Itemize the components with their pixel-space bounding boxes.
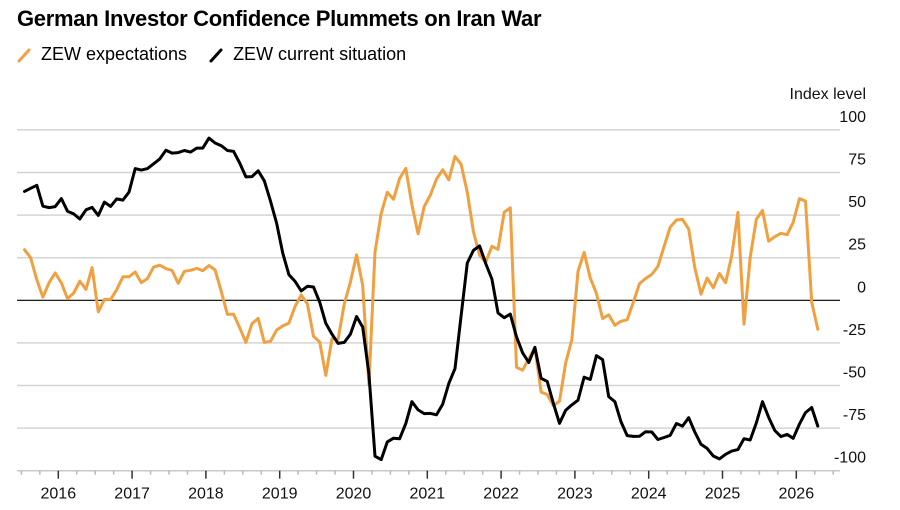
x-tick-label: 2018 — [188, 486, 224, 503]
legend-item-expectations: ZEW expectations — [17, 44, 187, 65]
x-tick-label: 2016 — [41, 486, 77, 503]
y-tick-label: -100 — [834, 450, 866, 467]
x-tick-label: 2021 — [410, 486, 446, 503]
x-tick-label: 2024 — [631, 486, 667, 503]
y-tick-label: -25 — [843, 322, 866, 339]
x-tick-label: 2022 — [483, 486, 519, 503]
y-tick-label: 0 — [857, 279, 866, 296]
y-tick-label: 75 — [848, 152, 866, 169]
x-tick-label: 2017 — [114, 486, 150, 503]
legend-label: ZEW current situation — [233, 44, 407, 64]
y-tick-label: 25 — [848, 237, 866, 254]
x-tick-label: 2023 — [557, 486, 593, 503]
x-tick-label: 2019 — [262, 486, 298, 503]
y-tick-label: -50 — [843, 365, 866, 382]
legend: ZEW expectations ZEW current situation — [17, 44, 428, 65]
chart-title: German Investor Confidence Plummets on I… — [17, 6, 542, 31]
black-line-swatch-icon — [209, 48, 223, 62]
orange-line-swatch-icon — [17, 48, 31, 62]
y-axis-label: Index level — [790, 86, 867, 103]
y-tick-label: -75 — [843, 407, 866, 424]
x-tick-label: 2025 — [705, 486, 741, 503]
x-tick-label: 2026 — [779, 486, 815, 503]
y-tick-label: 50 — [848, 194, 866, 211]
series-line-zew-current-situation — [23, 136, 820, 462]
legend-item-current-situation: ZEW current situation — [209, 44, 406, 65]
x-tick-label: 2020 — [336, 486, 372, 503]
legend-label: ZEW expectations — [41, 44, 188, 64]
y-tick-label: 100 — [839, 109, 866, 126]
series-line-zew-expectations — [23, 155, 820, 408]
